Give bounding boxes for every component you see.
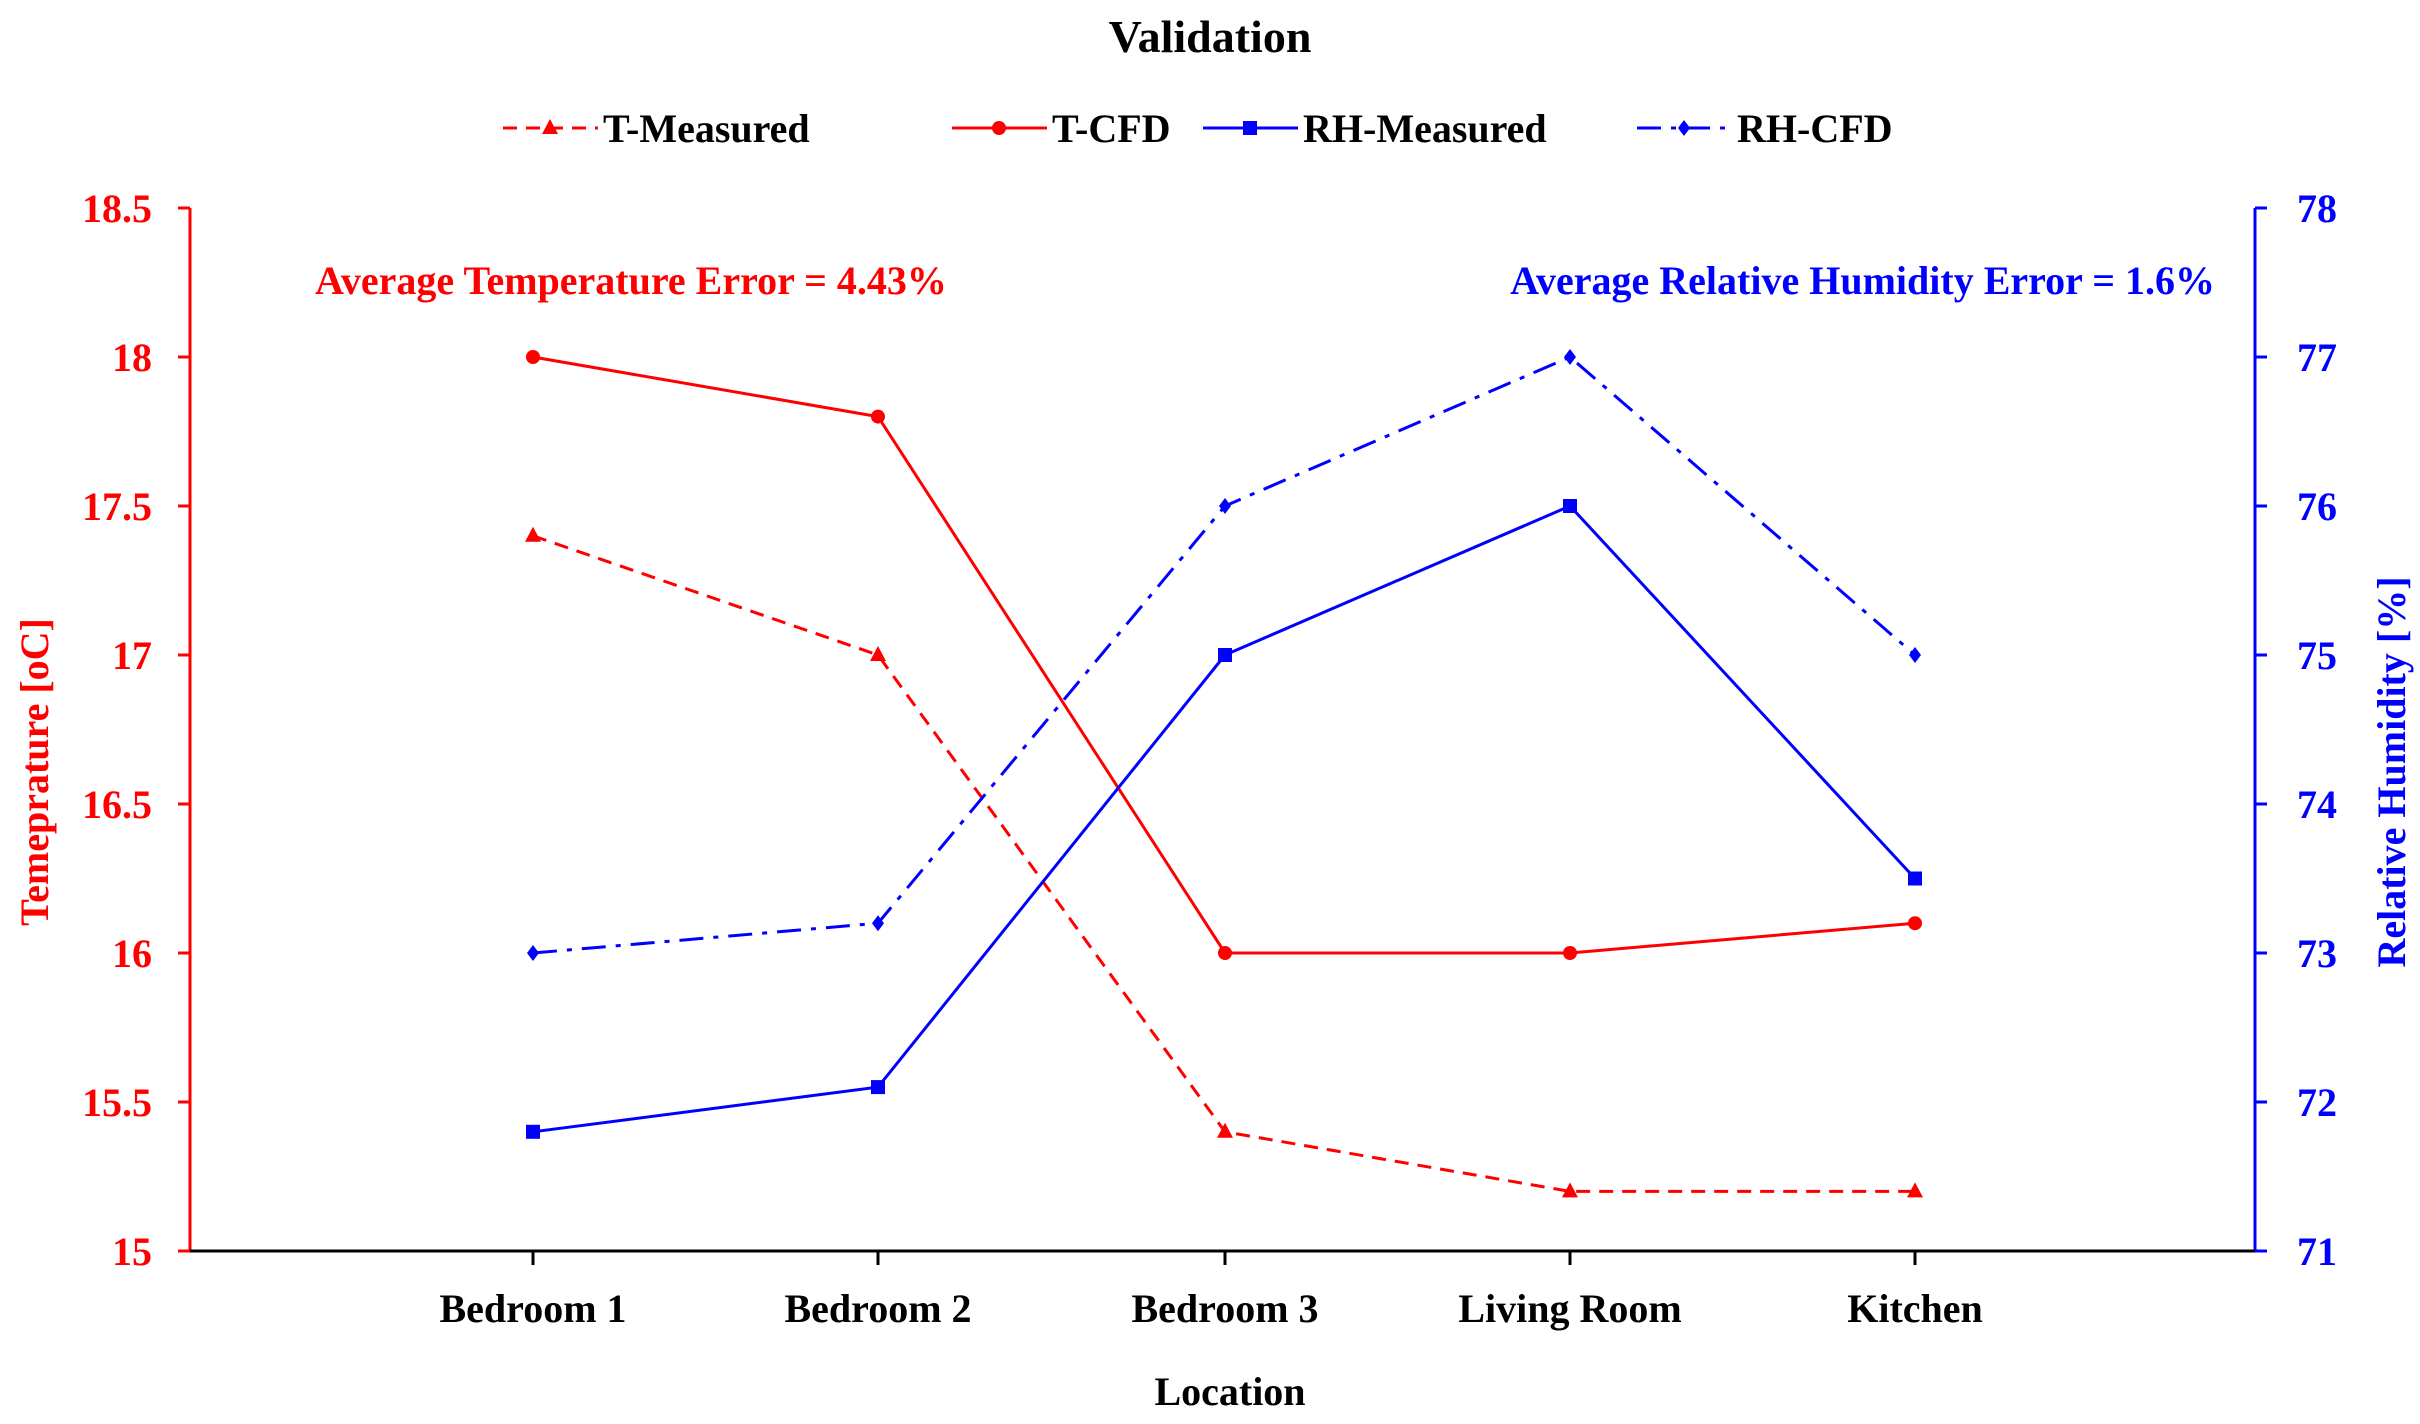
y-right-tick-label: 77	[2297, 335, 2337, 380]
legend-marker-rh-cfd	[1678, 120, 1690, 136]
legend-item-rh-measured: RH-Measured	[1203, 106, 1547, 151]
data-point-rh-measured	[526, 1124, 540, 1139]
series-rh-cfd	[527, 349, 1921, 961]
y-right-tick-label: 74	[2297, 782, 2337, 827]
y-right-tick-label: 75	[2297, 633, 2337, 678]
y-left-tick-label: 16.5	[82, 782, 152, 827]
data-point-rh-cfd	[1564, 349, 1576, 365]
y-right-tick-label: 73	[2297, 931, 2337, 976]
legend-marker-t-measured	[542, 119, 558, 134]
legend: T-Measured T-CFD RH-Measured RH-CFD	[503, 106, 1893, 151]
series-line-t-measured	[532, 534, 1915, 1193]
y-left-tick-label: 15.5	[82, 1080, 152, 1125]
legend-marker-t-cfd	[992, 121, 1006, 135]
data-point-rh-cfd	[527, 945, 539, 961]
chart-title: Validation	[1109, 11, 1312, 62]
data-point-t-measured	[1562, 1182, 1578, 1198]
data-point-rh-measured	[1563, 499, 1577, 513]
series-t-measured	[525, 526, 1923, 1198]
x-tick-label: Living Room	[1458, 1286, 1681, 1331]
x-tick-label: Bedroom 2	[784, 1286, 971, 1331]
y-left-tick-label: 17.5	[82, 484, 152, 529]
axes: 15 15.5 16 16.5 17 17.5 18 18.5 71 72 73 74 75 76 77 78…	[82, 186, 2337, 1331]
legend-item-rh-cfd: RH-CFD	[1637, 106, 1893, 151]
x-tick-label: Bedroom 3	[1131, 1286, 1318, 1331]
legend-label-rh-measured: RH-Measured	[1303, 106, 1547, 151]
series-rh-measured	[526, 499, 1922, 1139]
legend-marker-rh-measured	[1243, 121, 1257, 135]
data-point-t-measured	[1217, 1122, 1233, 1138]
legend-label-t-measured: T-Measured	[603, 106, 810, 151]
y-right-tick-label: 76	[2297, 484, 2337, 529]
legend-item-t-measured: T-Measured	[503, 106, 810, 151]
data-point-rh-cfd	[1219, 498, 1231, 514]
data-point-rh-measured	[871, 1080, 885, 1095]
y-left-tick-label: 16	[112, 931, 152, 976]
y-left-tick-label: 17	[112, 633, 152, 678]
data-point-t-cfd	[526, 350, 540, 364]
y-right-tick-label: 71	[2297, 1229, 2337, 1274]
legend-item-t-cfd: T-CFD	[952, 106, 1171, 151]
data-point-t-cfd	[1563, 946, 1577, 960]
y-axis-left-label: Temeprature [oC]	[12, 618, 57, 926]
x-tick-label: Bedroom 1	[439, 1286, 626, 1331]
series-t-cfd	[526, 350, 1922, 960]
legend-label-t-cfd: T-CFD	[1052, 106, 1171, 151]
data-point-rh-measured	[1218, 648, 1232, 662]
data-point-rh-cfd	[1909, 647, 1921, 663]
data-point-t-measured	[525, 526, 541, 542]
y-right-tick-label: 72	[2297, 1080, 2337, 1125]
data-point-rh-cfd	[872, 915, 884, 932]
data-point-t-cfd	[871, 409, 885, 424]
y-left-tick-label: 18	[112, 335, 152, 380]
y-right-tick-label: 78	[2297, 186, 2337, 231]
series-layer	[525, 349, 1923, 1198]
x-tick-label: Kitchen	[1847, 1286, 1983, 1331]
data-point-t-cfd	[1908, 916, 1922, 931]
legend-label-rh-cfd: RH-CFD	[1737, 106, 1893, 151]
y-left-tick-label: 18.5	[82, 186, 152, 231]
temperature-error-annotation: Average Temperature Error = 4.43%	[315, 258, 947, 303]
y-left-tick-label: 15	[112, 1229, 152, 1274]
series-line-rh-measured	[532, 504, 1917, 1134]
x-axis-label: Location	[1154, 1369, 1305, 1414]
humidity-error-annotation: Average Relative Humidity Error = 1.6%	[1510, 258, 2215, 303]
data-point-t-measured	[1907, 1182, 1923, 1198]
y-axis-right-label: Relative Humidity [%]	[2369, 576, 2414, 967]
data-point-rh-measured	[1908, 871, 1922, 886]
data-point-t-measured	[870, 646, 886, 661]
data-point-t-cfd	[1218, 946, 1232, 960]
